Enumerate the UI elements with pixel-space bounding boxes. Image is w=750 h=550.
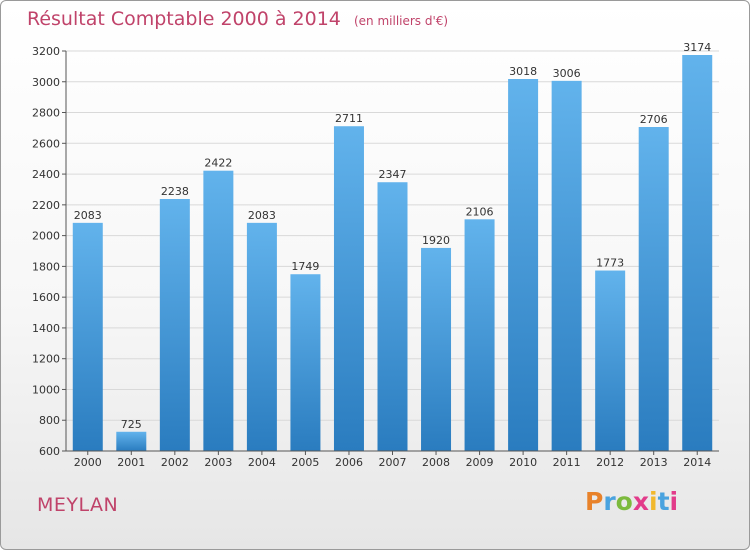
x-tick-label: 2008: [422, 456, 450, 469]
y-tick-label: 3200: [32, 45, 60, 58]
data-label: 3006: [553, 67, 581, 80]
bar: [551, 80, 582, 451]
data-label: 2422: [204, 157, 232, 170]
data-label: 725: [121, 418, 142, 431]
data-label: 3018: [509, 65, 537, 78]
logo-letter: i: [669, 487, 679, 516]
x-tick-label: 2011: [553, 456, 581, 469]
y-tick-label: 2400: [32, 168, 60, 181]
bar: [333, 126, 364, 451]
x-tick-label: 2006: [335, 456, 363, 469]
y-tick-label: 3000: [32, 76, 60, 89]
y-tick-label: 1400: [32, 322, 60, 335]
x-tick-label: 2004: [248, 456, 276, 469]
bar: [421, 247, 452, 451]
x-tick-label: 2003: [204, 456, 232, 469]
x-tick-label: 2007: [379, 456, 407, 469]
data-label: 2106: [466, 205, 494, 218]
x-tick-label: 2010: [509, 456, 537, 469]
x-tick-label: 2009: [466, 456, 494, 469]
x-tick-label: 2014: [683, 456, 711, 469]
y-tick-label: 2800: [32, 107, 60, 120]
x-tick-label: 2012: [596, 456, 624, 469]
y-tick-label: 1800: [32, 260, 60, 273]
logo-letter: P: [585, 487, 604, 516]
logo-letter: i: [649, 487, 658, 516]
chart-title: Résultat Comptable 2000 à 2014: [27, 8, 341, 30]
x-tick-label: 2001: [117, 456, 145, 469]
y-axis: 600 800 1000 1200 1400 1600 1800 2000 2200 2400 26…: [32, 45, 67, 458]
logo-letter: x: [632, 487, 649, 516]
x-tick-label: 2002: [161, 456, 189, 469]
bar: [464, 219, 495, 451]
data-label: 2347: [379, 168, 407, 181]
bars: 2083 725 2238 2422 2083 1749 2711 2347 1920 2106 3…: [72, 41, 713, 451]
y-tick-label: 2000: [32, 230, 60, 243]
data-label: 3174: [683, 41, 711, 54]
logo-letter: r: [603, 487, 616, 516]
data-label: 1920: [422, 234, 450, 247]
x-tick-label: 2000: [74, 456, 102, 469]
bar: [159, 199, 190, 451]
logo-letter: t: [657, 487, 670, 516]
y-tick-label: 1600: [32, 291, 60, 304]
y-tick-label: 1200: [32, 353, 60, 366]
y-tick-label: 1000: [32, 383, 60, 396]
y-tick-label: 800: [39, 414, 60, 427]
bar: [377, 182, 408, 451]
logo-letter: o: [615, 487, 633, 516]
proxiti-logo: Proxiti: [585, 487, 678, 516]
bar: [203, 170, 234, 451]
data-label: 2238: [161, 185, 189, 198]
x-tick-label: 2005: [291, 456, 319, 469]
title-row: Résultat Comptable 2000 à 2014 (en milli…: [27, 8, 448, 30]
x-axis: 2000 2001 2002 2003 2004 2005 2006 2007 2008 2009…: [66, 450, 719, 469]
bar: [246, 222, 277, 451]
data-label: 1773: [596, 257, 624, 270]
data-label: 2083: [248, 209, 276, 222]
bar: [72, 222, 103, 451]
y-tick-label: 2200: [32, 199, 60, 212]
data-label: 2711: [335, 112, 363, 125]
bar: [638, 127, 669, 451]
bar: [682, 55, 713, 451]
data-label: 2083: [74, 209, 102, 222]
bar: [508, 79, 539, 451]
city-name: MEYLAN: [37, 494, 119, 516]
y-tick-label: 2600: [32, 137, 60, 150]
x-tick-label: 2013: [640, 456, 668, 469]
data-label: 2706: [640, 113, 668, 126]
y-tick-label: 600: [39, 445, 60, 458]
bar: [290, 274, 321, 451]
data-label: 1749: [291, 260, 319, 273]
chart-subtitle: (en milliers d'€): [353, 14, 449, 28]
bar: [116, 431, 147, 451]
bar: [595, 270, 626, 451]
